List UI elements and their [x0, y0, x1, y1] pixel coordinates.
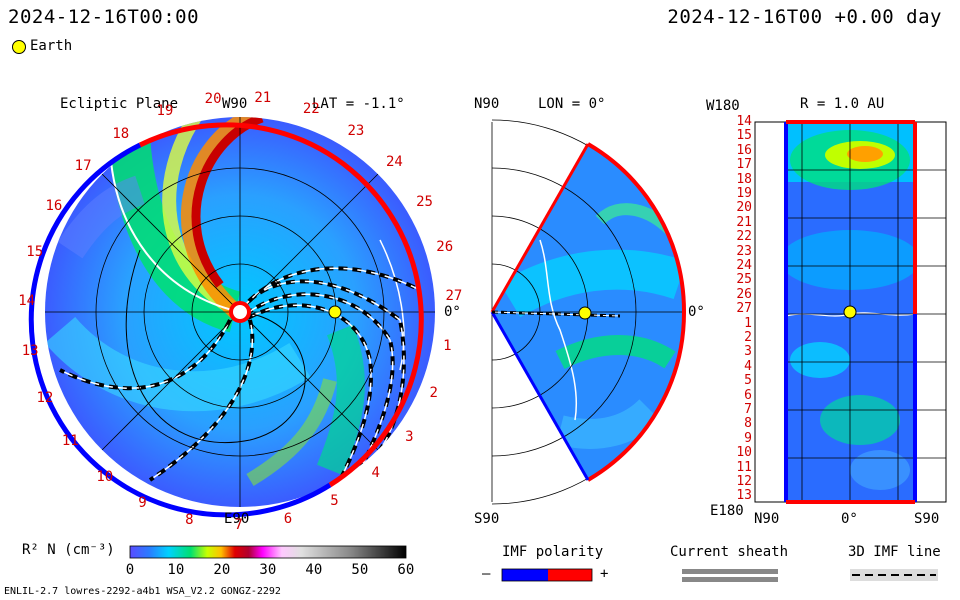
ecliptic-panel — [28, 117, 435, 518]
meridional-top-label: N90 — [474, 96, 500, 112]
rim-label: 3 — [405, 428, 414, 445]
sphere-y-label: 26 — [736, 286, 752, 302]
rim-label: 9 — [138, 495, 147, 512]
imf-polarity-title: IMF polarity — [502, 544, 604, 560]
sphere-y-label: 21 — [736, 214, 752, 230]
imf-minus-label: – — [482, 566, 491, 582]
rim-label: 26 — [436, 239, 454, 256]
sphere-x-label-0: 0° — [841, 511, 858, 527]
colorbar-tick: 30 — [259, 562, 277, 578]
current-sheath-title: Current sheath — [670, 544, 789, 560]
colorbar-tick: 10 — [167, 562, 185, 578]
sphere-y-label: 5 — [744, 373, 752, 389]
sphere-x-label-n90: N90 — [754, 511, 780, 527]
rim-label: 20 — [204, 90, 222, 107]
sphere-x-label-s90: S90 — [914, 511, 940, 527]
sphere-y-label: 18 — [736, 171, 752, 187]
ecliptic-bottom-label: E90 — [224, 511, 250, 527]
sphere-y-label: 15 — [736, 128, 752, 144]
colorbar-tick: 50 — [351, 562, 369, 578]
rim-label: 14 — [18, 293, 36, 310]
imf-positive-swatch — [548, 569, 592, 581]
sheath-swatch-top — [682, 569, 778, 574]
rim-label: 13 — [21, 342, 39, 359]
rim-label: 5 — [330, 493, 339, 510]
rim-label: 2 — [429, 385, 438, 402]
sphere-y-label: 9 — [744, 430, 752, 446]
ecliptic-lat-label: LAT = -1.1° — [312, 96, 405, 112]
imf-line-title: 3D IMF line — [848, 544, 941, 560]
sphere-y-label: 16 — [736, 142, 752, 158]
sphere-top-left-label: W180 — [706, 98, 740, 114]
sphere-panel — [754, 120, 947, 504]
rim-label: 25 — [416, 193, 433, 210]
sphere-y-label: 19 — [736, 185, 752, 201]
ecliptic-top-label: W90 — [222, 96, 248, 112]
sphere-y-label: 4 — [744, 358, 752, 374]
rim-label: 4 — [371, 465, 380, 482]
rim-label: 11 — [61, 432, 79, 449]
rim-label: 6 — [283, 510, 293, 527]
rim-label: 18 — [112, 125, 130, 142]
colorbar-tick: 20 — [213, 562, 231, 578]
meridional-lon-label: LON = 0° — [538, 96, 606, 112]
colorbar-tick: 0 — [125, 562, 135, 578]
rim-label: 21 — [254, 90, 272, 107]
sphere-y-label: 23 — [736, 243, 752, 259]
rim-label: 10 — [96, 468, 114, 485]
meridional-right-label: 0° — [688, 304, 705, 320]
sphere-y-label: 22 — [736, 229, 752, 245]
sphere-y-label: 24 — [736, 257, 752, 273]
colorbar-gradient — [129, 545, 407, 559]
ecliptic-right-label: 0° — [444, 304, 461, 320]
sphere-y-label: 12 — [736, 473, 752, 489]
colorbar-label: R² N (cm⁻³) — [22, 542, 115, 558]
sphere-y-label: 20 — [736, 200, 752, 216]
sphere-y-label: 14 — [736, 114, 752, 129]
rim-label: 12 — [36, 390, 54, 407]
rim-label: 16 — [45, 198, 63, 215]
sphere-y-label: 8 — [744, 416, 752, 432]
rim-label: 24 — [385, 154, 403, 171]
meridional-bottom-label: S90 — [474, 511, 500, 527]
sphere-y-label: 2 — [744, 329, 752, 345]
timestamp-right: 2024-12-16T00 +0.00 day — [667, 6, 942, 28]
rim-label: 8 — [185, 511, 194, 528]
timestamp-left: 2024-12-16T00:00 — [8, 6, 200, 28]
meridional-panel — [490, 119, 687, 505]
rim-label: 19 — [156, 102, 174, 119]
sphere-y-label: 13 — [736, 488, 752, 504]
sphere-y-label: 17 — [736, 157, 752, 173]
earth-legend-label: Earth — [30, 38, 73, 54]
rim-label: 22 — [302, 101, 320, 118]
colorbar-tick: 60 — [397, 562, 415, 578]
ecliptic-title: Ecliptic Plane — [60, 96, 179, 112]
rim-label: 17 — [74, 157, 92, 174]
rim-label: 1 — [443, 337, 452, 354]
sphere-y-label: 11 — [736, 459, 752, 475]
sphere-y-label: 1 — [744, 315, 752, 331]
sphere-y-label: 25 — [736, 272, 752, 288]
sphere-r-label: R = 1.0 AU — [800, 96, 885, 112]
sphere-y-label: 7 — [744, 401, 752, 417]
sphere-y-label: 6 — [744, 387, 752, 403]
imf-negative-swatch — [502, 569, 548, 581]
footer-model-info: ENLIL-2.7 lowres-2292-a4b1 WSA_V2.2 GONG… — [4, 586, 281, 597]
rim-label: 7 — [234, 516, 243, 533]
colorbar-tick: 40 — [305, 562, 323, 578]
sphere-y-label: 3 — [744, 344, 752, 360]
rim-label: 27 — [445, 288, 463, 305]
rim-label: 23 — [347, 122, 365, 139]
sheath-swatch-bottom — [682, 577, 778, 582]
sphere-y-label: 10 — [736, 445, 752, 461]
imf-plus-label: + — [600, 566, 609, 582]
earth-icon — [12, 40, 26, 54]
sphere-bottom-left-label: E180 — [710, 503, 744, 519]
rim-label: 15 — [26, 244, 44, 260]
sphere-y-label: 27 — [736, 301, 752, 317]
